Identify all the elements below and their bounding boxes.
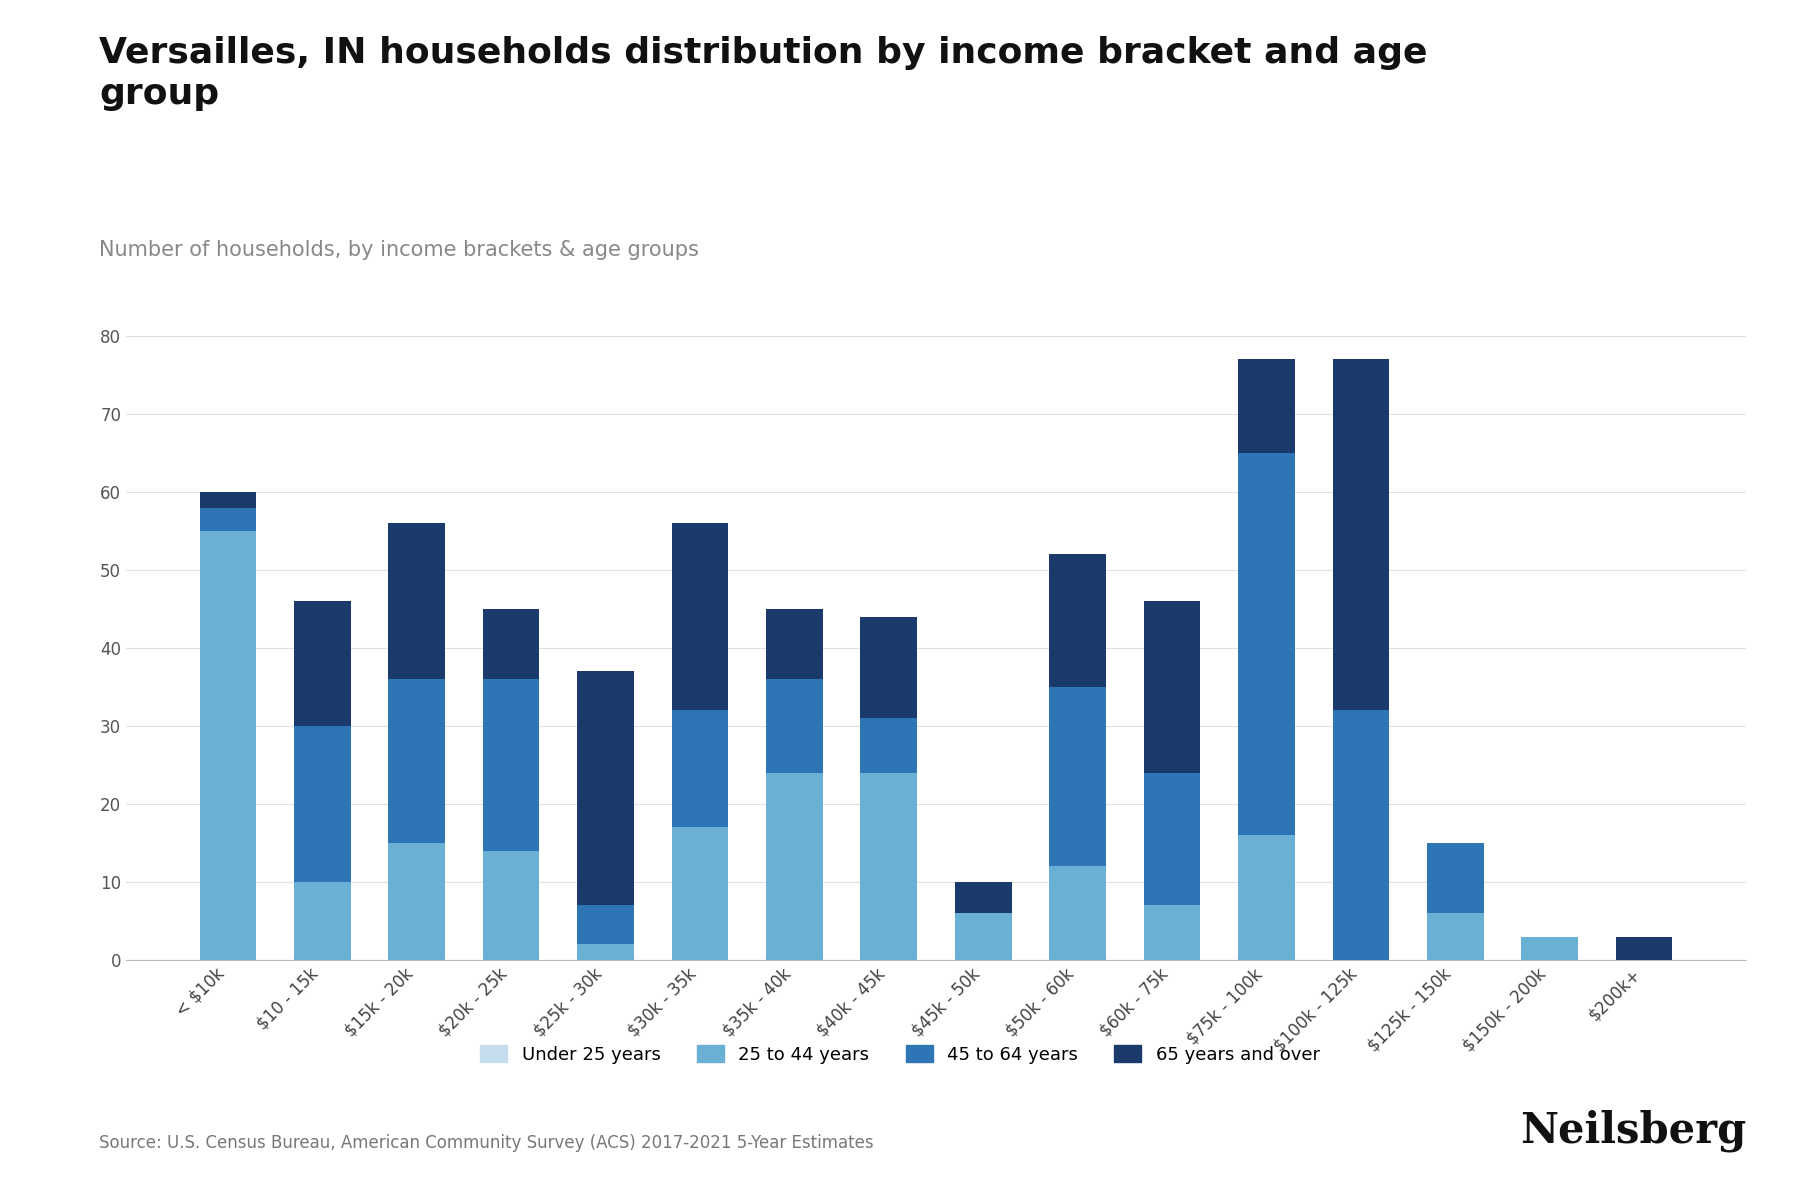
Bar	[1143, 773, 1201, 905]
Bar	[860, 773, 918, 960]
Bar	[671, 523, 729, 710]
Bar	[293, 882, 351, 960]
Bar	[1143, 905, 1201, 960]
Bar	[1238, 360, 1294, 452]
Bar	[389, 679, 445, 842]
Bar	[578, 905, 634, 944]
Bar	[389, 842, 445, 960]
Bar	[954, 882, 1012, 913]
Bar	[293, 726, 351, 882]
Text: Number of households, by income brackets & age groups: Number of households, by income brackets…	[99, 240, 698, 260]
Bar	[1238, 452, 1294, 835]
Bar	[1332, 710, 1390, 960]
Bar	[1049, 866, 1105, 960]
Bar	[860, 718, 918, 773]
Bar	[578, 944, 634, 960]
Bar	[578, 671, 634, 905]
Bar	[767, 679, 823, 773]
Bar	[200, 492, 256, 508]
Bar	[482, 679, 540, 851]
Bar	[1616, 936, 1672, 960]
Legend: Under 25 years, 25 to 44 years, 45 to 64 years, 65 years and over: Under 25 years, 25 to 44 years, 45 to 64…	[473, 1038, 1327, 1070]
Bar	[1521, 936, 1579, 960]
Bar	[860, 617, 918, 718]
Bar	[954, 913, 1012, 960]
Bar	[1238, 835, 1294, 960]
Bar	[1049, 554, 1105, 686]
Text: Versailles, IN households distribution by income bracket and age
group: Versailles, IN households distribution b…	[99, 36, 1427, 110]
Bar	[767, 608, 823, 679]
Bar	[1332, 359, 1390, 710]
Text: Neilsberg: Neilsberg	[1519, 1110, 1746, 1152]
Bar	[671, 710, 729, 828]
Bar	[1143, 601, 1201, 773]
Text: Source: U.S. Census Bureau, American Community Survey (ACS) 2017-2021 5-Year Est: Source: U.S. Census Bureau, American Com…	[99, 1134, 873, 1152]
Bar	[200, 508, 256, 530]
Bar	[293, 601, 351, 726]
Bar	[482, 851, 540, 960]
Bar	[1427, 913, 1483, 960]
Bar	[389, 523, 445, 679]
Bar	[671, 828, 729, 960]
Bar	[1427, 842, 1483, 913]
Bar	[767, 773, 823, 960]
Bar	[482, 608, 540, 679]
Bar	[200, 530, 256, 960]
Bar	[1049, 686, 1105, 866]
